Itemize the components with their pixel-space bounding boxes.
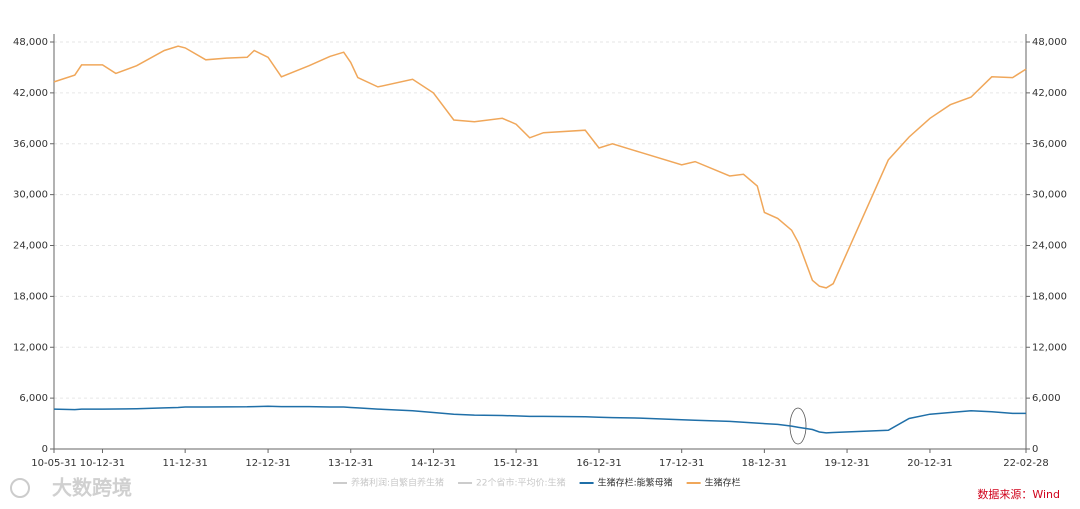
y2-tick-label: 18,000 — [1032, 291, 1067, 302]
x-tick-label: 16-12-31 — [576, 458, 621, 469]
watermark-logo — [10, 478, 30, 498]
x-tick-label: 18-12-31 — [742, 458, 787, 469]
y2-tick-label: 36,000 — [1032, 139, 1067, 150]
y2-tick-label: 0 — [1032, 444, 1038, 455]
x-tick-label: 10-05-31 — [31, 458, 76, 469]
x-tick-label: 12-12-31 — [245, 458, 290, 469]
y2-tick-label: 30,000 — [1032, 190, 1067, 201]
series-line — [53, 405, 1026, 434]
y-tick-label: 30,000 — [13, 190, 48, 201]
x-tick-label: 15-12-31 — [493, 458, 538, 469]
legend-label: 生猪存栏:能繁母猪 — [598, 477, 673, 489]
x-tick-label: 14-12-31 — [411, 458, 456, 469]
x-tick-label: 13-12-31 — [328, 458, 373, 469]
x-tick-label: 11-12-31 — [162, 458, 207, 469]
series-line — [53, 45, 1027, 289]
legend-label: 22个省市:平均价:生猪 — [476, 477, 566, 489]
legend-label: 生猪存栏 — [705, 477, 741, 489]
y-tick-label: 0 — [42, 444, 48, 455]
y-tick-label: 12,000 — [13, 342, 48, 353]
y-tick-label: 18,000 — [13, 291, 48, 302]
x-tick-label: 20-12-31 — [907, 458, 952, 469]
watermark: 大数跨境 — [52, 476, 132, 500]
y2-tick-label: 24,000 — [1032, 241, 1067, 252]
source: 数据来源：Wind — [977, 487, 1060, 501]
x-tick-label: 17-12-31 — [659, 458, 704, 469]
y2-tick-label: 48,000 — [1032, 37, 1067, 48]
y-tick-label: 24,000 — [13, 241, 48, 252]
y-tick-label: 48,000 — [13, 37, 48, 48]
y2-tick-label: 6,000 — [1032, 393, 1061, 404]
y-tick-label: 42,000 — [13, 88, 48, 99]
y-tick-label: 6,000 — [19, 393, 48, 404]
y2-tick-label: 42,000 — [1032, 88, 1067, 99]
y2-tick-label: 12,000 — [1032, 342, 1067, 353]
legend-label: 养猪利润:自繁自养生猪 — [351, 477, 444, 489]
x-tick-label: 19-12-31 — [824, 458, 869, 469]
x-tick-label: 10-12-31 — [80, 458, 125, 469]
y-tick-label: 36,000 — [13, 139, 48, 150]
x-tick-label: 22-02-28 — [1003, 458, 1048, 469]
